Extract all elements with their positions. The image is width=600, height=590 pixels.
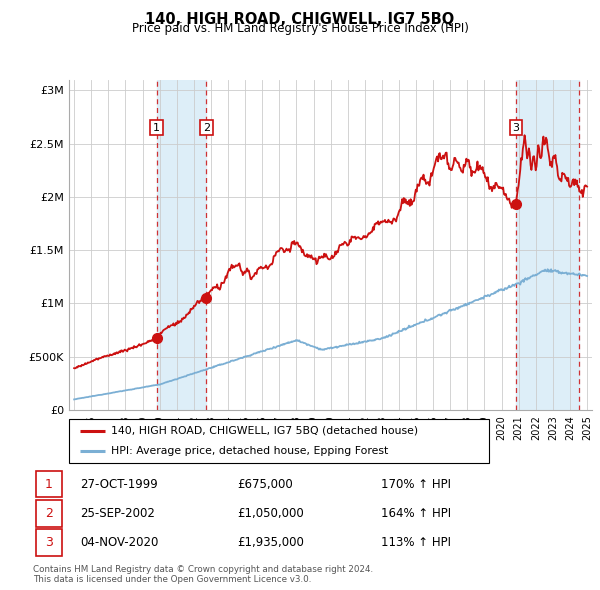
- Text: 113% ↑ HPI: 113% ↑ HPI: [381, 536, 451, 549]
- Text: 1: 1: [153, 123, 160, 133]
- FancyBboxPatch shape: [36, 529, 62, 556]
- Text: 2: 2: [45, 507, 53, 520]
- Text: 2: 2: [203, 123, 210, 133]
- Text: 27-OCT-1999: 27-OCT-1999: [80, 477, 158, 491]
- FancyBboxPatch shape: [69, 419, 489, 463]
- Text: 140, HIGH ROAD, CHIGWELL, IG7 5BQ: 140, HIGH ROAD, CHIGWELL, IG7 5BQ: [145, 12, 455, 27]
- Text: 140, HIGH ROAD, CHIGWELL, IG7 5BQ (detached house): 140, HIGH ROAD, CHIGWELL, IG7 5BQ (detac…: [111, 426, 418, 436]
- Text: £675,000: £675,000: [237, 477, 293, 491]
- FancyBboxPatch shape: [36, 471, 62, 497]
- Text: This data is licensed under the Open Government Licence v3.0.: This data is licensed under the Open Gov…: [33, 575, 311, 584]
- Text: 3: 3: [45, 536, 53, 549]
- Text: Price paid vs. HM Land Registry's House Price Index (HPI): Price paid vs. HM Land Registry's House …: [131, 22, 469, 35]
- Text: £1,935,000: £1,935,000: [237, 536, 304, 549]
- Text: 25-SEP-2002: 25-SEP-2002: [80, 507, 155, 520]
- FancyBboxPatch shape: [36, 500, 62, 526]
- Bar: [516, 80, 578, 410]
- Bar: [157, 80, 206, 410]
- Text: 164% ↑ HPI: 164% ↑ HPI: [381, 507, 451, 520]
- Text: Contains HM Land Registry data © Crown copyright and database right 2024.: Contains HM Land Registry data © Crown c…: [33, 565, 373, 573]
- Text: 1: 1: [45, 477, 53, 491]
- Text: 170% ↑ HPI: 170% ↑ HPI: [381, 477, 451, 491]
- Text: 3: 3: [512, 123, 520, 133]
- Text: £1,050,000: £1,050,000: [237, 507, 304, 520]
- Text: HPI: Average price, detached house, Epping Forest: HPI: Average price, detached house, Eppi…: [111, 446, 388, 456]
- Text: 04-NOV-2020: 04-NOV-2020: [80, 536, 158, 549]
